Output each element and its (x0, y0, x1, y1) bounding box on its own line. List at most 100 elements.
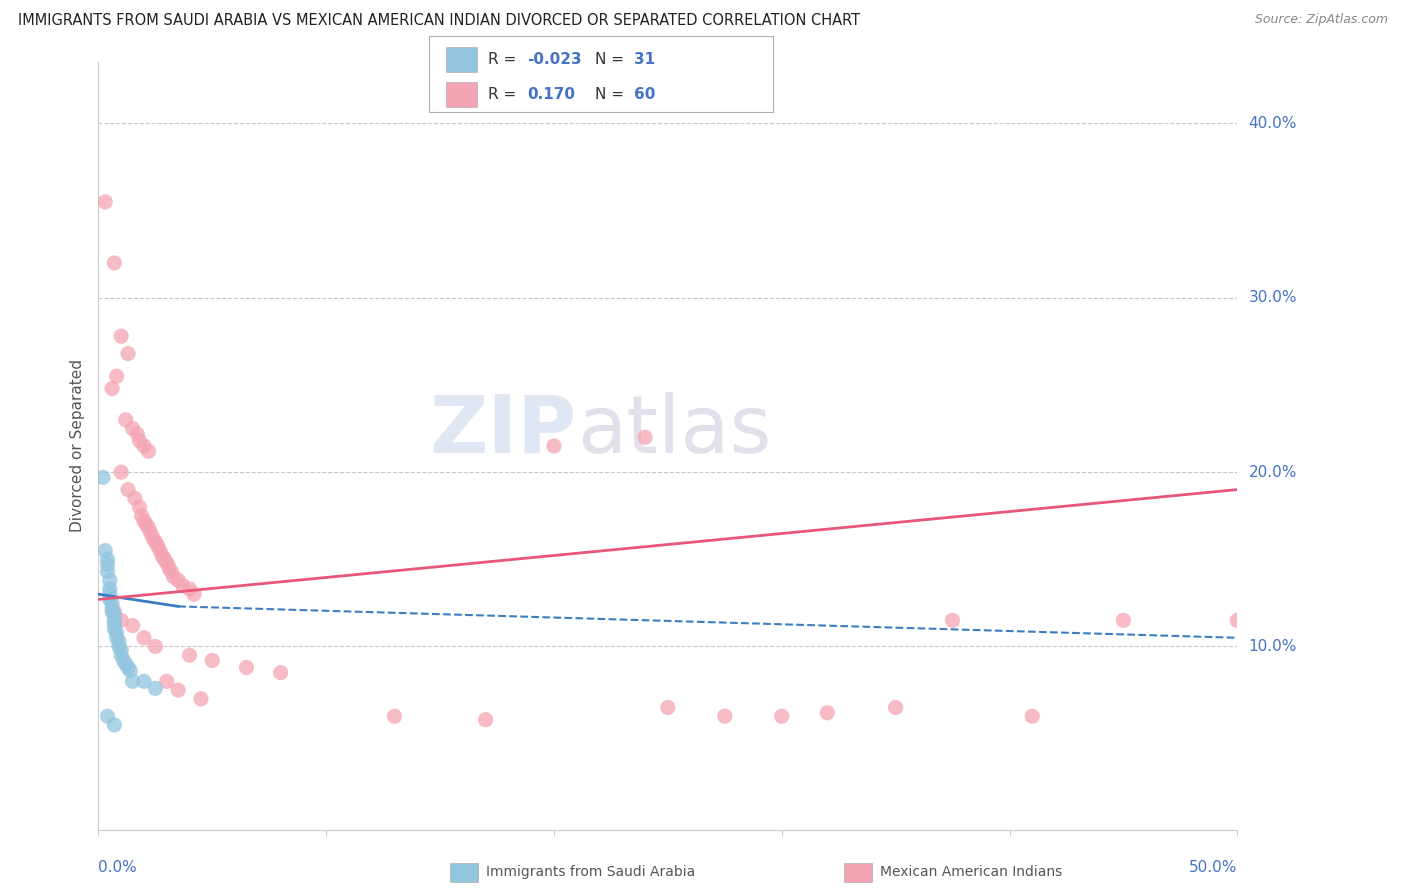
Point (98, 587, 121, 601)
Point (121, 421, 143, 435)
Text: 10.0%: 10.0% (1249, 639, 1296, 654)
Point (815, 706, 838, 720)
Point (270, 665, 292, 680)
Point (124, 491, 146, 506)
Point (145, 681, 167, 696)
Point (657, 700, 679, 714)
Point (127, 426, 149, 441)
Point (121, 618, 143, 632)
Text: Source: ZipAtlas.com: Source: ZipAtlas.com (1254, 13, 1388, 27)
Text: 30.0%: 30.0% (1249, 290, 1296, 305)
Point (190, 691, 212, 706)
Point (145, 640, 167, 654)
Point (117, 660, 139, 674)
Point (96, 709, 118, 723)
Point (543, 439, 565, 453)
Point (770, 709, 793, 723)
Point (162, 570, 184, 584)
Text: 0.170: 0.170 (527, 87, 575, 103)
Point (117, 346, 139, 360)
Point (167, 573, 190, 587)
Point (121, 674, 143, 689)
Point (110, 643, 132, 657)
Point (167, 683, 190, 698)
Point (132, 631, 155, 645)
Point (91, 470, 114, 484)
Point (103, 616, 125, 631)
Point (103, 605, 125, 619)
Point (101, 605, 124, 619)
Text: 20.0%: 20.0% (1249, 465, 1296, 480)
Point (157, 561, 180, 575)
Point (94, 543, 117, 558)
Point (384, 709, 406, 723)
Point (172, 578, 194, 592)
Text: 31: 31 (634, 53, 655, 68)
Text: IMMIGRANTS FROM SAUDI ARABIA VS MEXICAN AMERICAN INDIAN DIVORCED OR SEPARATED CO: IMMIGRANTS FROM SAUDI ARABIA VS MEXICAN … (18, 13, 860, 29)
Point (103, 622, 125, 636)
Text: N =: N = (595, 87, 628, 103)
Point (96, 558, 118, 572)
Point (98, 582, 121, 596)
Point (634, 430, 657, 444)
Point (105, 369, 128, 384)
Point (942, 613, 965, 627)
Point (110, 329, 132, 343)
Text: R =: R = (488, 53, 522, 68)
Point (132, 439, 155, 453)
Point (114, 413, 136, 427)
Point (153, 552, 176, 566)
Point (108, 634, 131, 648)
Point (179, 648, 201, 663)
Point (138, 521, 160, 535)
Text: -0.023: -0.023 (527, 53, 582, 68)
Point (201, 653, 224, 667)
Point (150, 549, 173, 563)
Text: N =: N = (595, 53, 628, 68)
Y-axis label: Divorced or Separated: Divorced or Separated (69, 359, 84, 533)
Point (145, 534, 167, 549)
Point (160, 565, 183, 579)
Point (1021, 709, 1043, 723)
Text: Immigrants from Saudi Arabia: Immigrants from Saudi Arabia (486, 865, 696, 880)
Point (110, 465, 132, 479)
Point (101, 381, 124, 395)
Point (114, 657, 136, 671)
Point (110, 613, 132, 627)
Point (117, 483, 139, 497)
Point (96, 552, 118, 566)
Point (98, 573, 121, 587)
Point (105, 631, 128, 645)
Text: 40.0%: 40.0% (1249, 116, 1296, 131)
Point (884, 700, 907, 714)
Point (101, 596, 124, 610)
Point (128, 434, 150, 448)
Text: atlas: atlas (576, 392, 770, 470)
Text: 0.0%: 0.0% (98, 860, 138, 875)
Point (135, 517, 157, 532)
Text: R =: R = (488, 87, 522, 103)
Point (94, 194, 117, 209)
Point (156, 674, 179, 689)
Point (149, 543, 172, 558)
Point (128, 500, 150, 514)
Point (103, 613, 125, 627)
Point (156, 556, 179, 570)
Point (112, 653, 135, 667)
Point (1226, 613, 1249, 627)
Point (110, 648, 132, 663)
Point (132, 674, 155, 689)
Point (179, 582, 201, 596)
Point (474, 713, 496, 727)
Point (103, 718, 125, 732)
Point (183, 587, 205, 601)
Point (120, 664, 142, 678)
Point (96, 565, 118, 579)
Point (139, 526, 162, 541)
Point (98, 592, 121, 607)
Point (105, 625, 128, 640)
Text: Mexican American Indians: Mexican American Indians (880, 865, 1063, 880)
Text: ZIP: ZIP (429, 392, 576, 470)
Point (131, 508, 153, 523)
Point (1112, 613, 1135, 627)
